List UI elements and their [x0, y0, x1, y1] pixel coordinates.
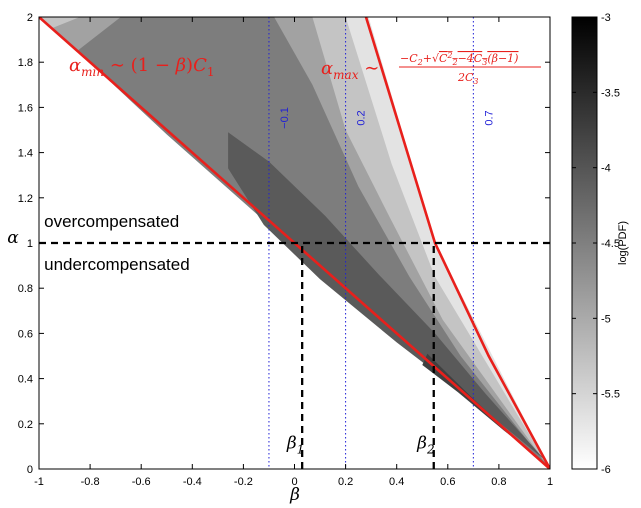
y-tick-label-1: 0.2 [18, 419, 33, 431]
reference-line-label-1: 0.2 [356, 110, 368, 125]
alpha-min-equation: αmin ∼ (1 − β)C1 [69, 55, 215, 79]
svg-text:−C2+√C22−4C3(β−1): −C2+√C22−4C3(β−1) [400, 51, 518, 67]
x-tick-label-5: 0 [291, 476, 297, 488]
x-tick-label-1: -0.8 [81, 476, 100, 488]
x-tick-label-6: 0.2 [338, 476, 353, 488]
annotation-1: undercompensated [44, 255, 190, 274]
colorbar: -3 -3.5 -4 -4.5 -5 -5.5 -6 log(PDF) [571, 12, 629, 476]
colorbar-tick-label-4: -5 [601, 313, 611, 325]
alpha-max-equation: αmax ∼ −C2+√C22−4C3(β−1) 2C3 [321, 51, 541, 86]
x-tick-label-10: 1 [547, 476, 553, 488]
reference-line-label-2: 0.7 [483, 110, 495, 125]
x-tick-label-3: -0.4 [183, 476, 202, 488]
y-tick-label-4: 0.8 [18, 283, 33, 295]
y-tick-label-0: 0 [27, 464, 33, 476]
svg-text:αmin ∼ (1 − β)C1: αmin ∼ (1 − β)C1 [69, 55, 215, 79]
x-axis-ticks: -1 -0.8 -0.6 -0.4 -0.2 0 0.2 0.4 0.6 0.8 1 [34, 17, 553, 488]
colorbar-tick-label-1: -3.5 [601, 87, 620, 99]
x-tick-label-7: 0.4 [389, 476, 404, 488]
y-tick-label-7: 1.4 [18, 148, 33, 160]
colorbar-tick-label-5: -5.5 [601, 389, 620, 401]
dashed-lines [39, 241, 550, 469]
y-tick-label-2: 0.4 [18, 374, 33, 386]
reference-line-labels: −0.1 0.2 0.7 [279, 107, 495, 129]
colorbar-tick-label-3: -4.5 [601, 238, 620, 250]
colorbar-tick-label-0: -3 [601, 12, 611, 24]
reference-line-label-0: −0.1 [279, 107, 291, 129]
x-axis-label: β [289, 485, 300, 505]
y-tick-label-8: 1.6 [18, 102, 33, 114]
y-tick-label-6: 1.2 [18, 193, 33, 205]
y-tick-label-10: 2 [27, 12, 33, 24]
boundary-curve-1 [364, 17, 550, 469]
density-region-4 [228, 132, 545, 461]
colorbar-gradient [571, 16, 598, 470]
x-tick-label-9: 0.8 [491, 476, 506, 488]
y-axis-ticks: 0 0.2 0.4 0.6 0.8 1 1.2 1.4 1.6 1.8 2 [18, 12, 550, 476]
svg-text:αmax ∼: αmax ∼ [321, 58, 379, 82]
colorbar-tick-label-2: -4 [601, 163, 611, 175]
annotation-0: overcompensated [44, 212, 179, 231]
colorbar-label: log(PDF) [617, 221, 629, 265]
y-tick-label-9: 1.8 [18, 57, 33, 69]
x-tick-label-2: -0.6 [132, 476, 151, 488]
x-tick-label-8: 0.6 [440, 476, 455, 488]
reference-lines [268, 17, 474, 469]
y-tick-label-5: 1 [27, 238, 33, 250]
y-tick-label-3: 0.6 [18, 328, 33, 340]
density-region-5 [422, 353, 545, 463]
x-tick-label-0: -1 [34, 476, 44, 488]
x-tick-label-4: -0.2 [234, 476, 253, 488]
colorbar-tick-label-6: -6 [601, 464, 611, 476]
svg-text:2C3: 2C3 [457, 71, 479, 86]
y-axis-label: α [7, 228, 19, 248]
colorbar-ticks: -3 -3.5 -4 -4.5 -5 -5.5 -6 [572, 12, 620, 476]
